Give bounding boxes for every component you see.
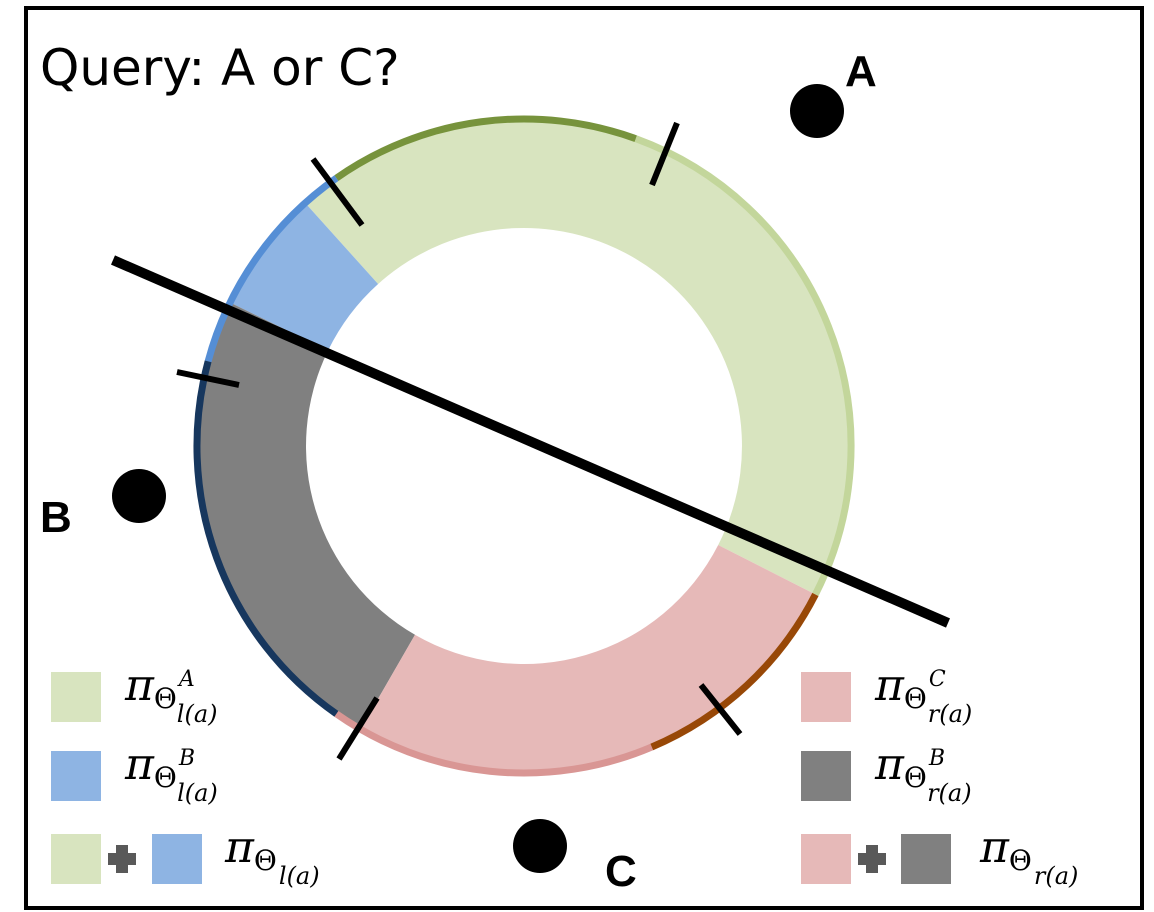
point-a-label: A <box>845 47 877 96</box>
ring-segment-green <box>303 116 854 596</box>
legend-swatch-blue-combo <box>152 834 202 884</box>
legend-right-label-1: πΘC r(a) <box>874 660 972 728</box>
legend-swatch-blue <box>51 751 101 801</box>
ring-edge-navy <box>193 360 339 717</box>
legend-swatch-gray <box>801 751 851 801</box>
point-a-dot <box>790 84 844 138</box>
query-title: Query: A or C? <box>40 39 400 97</box>
ring-edge-brown <box>650 592 819 751</box>
legend-plus-icon-right <box>858 845 886 873</box>
legend-left-label-1: πΘA l(a) <box>124 660 218 728</box>
tick-mark-bottom-right <box>698 683 743 736</box>
ring-edge-green-dark <box>334 115 637 181</box>
legend-plus-icon-left <box>108 845 136 873</box>
ring-edge-pink <box>334 711 654 777</box>
point-c-dot <box>513 819 567 873</box>
ring-edge-blue <box>204 175 339 363</box>
point-c-label: C <box>605 847 637 896</box>
tick-mark-bottom-left <box>336 696 380 761</box>
point-b-dot <box>112 469 166 523</box>
tick-mark-left <box>176 369 240 388</box>
ring-segment-blue <box>227 200 379 351</box>
legend-swatch-gray-combo <box>901 834 951 884</box>
legend-right: πΘC r(a) πΘB r(a) πΘr(a) <box>801 660 1078 890</box>
separating-line <box>111 255 950 628</box>
tick-mark-upper-left <box>310 157 365 227</box>
legend-swatch-pink-combo <box>801 834 851 884</box>
legend-right-label-2: πΘB r(a) <box>874 739 972 807</box>
ring <box>193 115 855 777</box>
legend-left: πΘA l(a) πΘB l(a) πΘl(a) <box>51 660 320 890</box>
ring-edge-green-light <box>634 135 855 597</box>
legend-swatch-green-combo <box>51 834 101 884</box>
point-b-label: B <box>40 493 72 542</box>
tick-mark-top-right <box>649 121 680 187</box>
legend-left-label-3: πΘl(a) <box>224 822 320 890</box>
legend-swatch-pink <box>801 672 851 722</box>
legend-swatch-green <box>51 672 101 722</box>
legend-left-label-2: πΘB l(a) <box>124 739 218 807</box>
legend-right-label-3: πΘr(a) <box>979 822 1078 890</box>
